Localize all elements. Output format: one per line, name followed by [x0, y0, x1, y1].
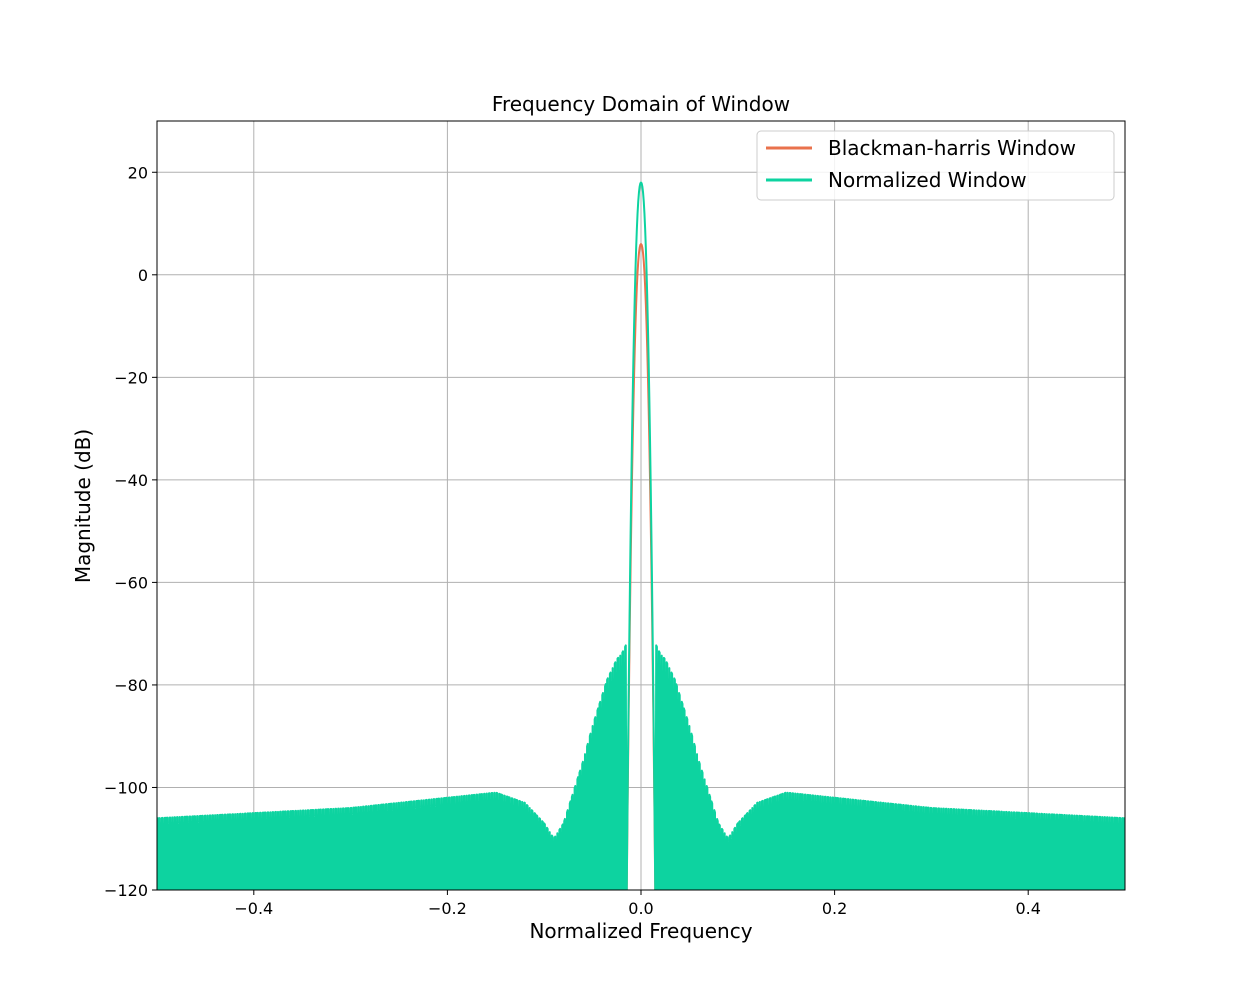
x-axis-label: Normalized Frequency	[529, 919, 752, 943]
x-tick-label: 0.2	[822, 899, 847, 918]
x-tick-label: 0.0	[628, 899, 653, 918]
legend-box	[756, 130, 1115, 201]
y-tick-label: 0	[138, 266, 148, 285]
y-tick-label: −60	[114, 573, 148, 592]
legend-label-normalized: Normalized Window	[828, 168, 1027, 192]
chart-title: Frequency Domain of Window	[492, 92, 790, 116]
x-tick-label: −0.2	[428, 899, 467, 918]
series-layer	[157, 181, 1125, 890]
y-tick-label: −20	[114, 368, 148, 387]
y-tick-label: 20	[128, 163, 148, 182]
legend: Blackman-harris Window Normalized Window	[756, 130, 1115, 201]
x-tick-label: −0.4	[234, 899, 273, 918]
x-tick-label: 0.4	[1015, 899, 1040, 918]
tick-layer: −0.4 −0.2 0.0 0.2 0.4 −120 −100 −80 −60 −40 −20 0 20	[104, 163, 1041, 918]
y-axis-label: Magnitude (dB)	[71, 429, 95, 583]
legend-label-blackman-harris: Blackman-harris Window	[828, 136, 1076, 160]
y-tick-label: −80	[114, 676, 148, 695]
series-line-blackman-harris	[157, 243, 1125, 890]
y-tick-label: −40	[114, 471, 148, 490]
y-tick-label: −100	[104, 778, 148, 797]
y-tick-label: −120	[104, 881, 148, 900]
series-line-normalized	[157, 181, 1125, 890]
grid-layer	[157, 121, 1125, 891]
